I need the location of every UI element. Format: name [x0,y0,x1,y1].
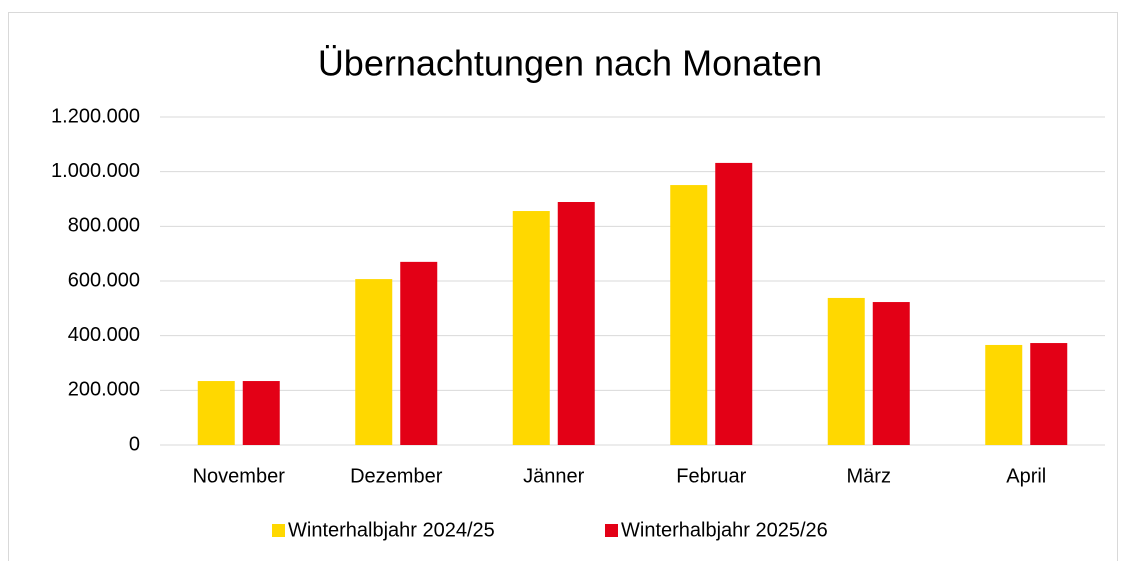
bar [827,297,865,445]
bar [557,202,595,445]
x-tick-label: April [1006,465,1046,487]
x-tick-label: November [193,465,286,487]
bar [715,162,753,446]
y-tick-label: 1.000.000 [51,160,140,182]
y-tick-label: 1.200.000 [51,105,140,127]
y-tick-label: 200.000 [68,379,140,401]
y-tick-label: 0 [129,433,140,455]
x-tick-label: März [847,465,891,487]
x-tick-label: Jänner [523,465,584,487]
bar [400,261,438,445]
x-tick-label: Februar [676,465,746,487]
legend-swatch [272,524,285,537]
y-tick-label: 400.000 [68,324,140,346]
bar [512,211,550,445]
chart-title: Übernachtungen nach Monaten [318,43,822,84]
bar [355,279,393,445]
legend-swatch [605,524,618,537]
bar [1030,343,1068,445]
y-tick-label: 600.000 [68,269,140,291]
legend-label: Winterhalbjahr 2024/25 [288,519,495,541]
y-tick-label: 800.000 [68,215,140,237]
bar [197,381,235,445]
bar [670,185,708,445]
legend-label: Winterhalbjahr 2025/26 [621,519,828,541]
bar [242,381,280,445]
bar [872,302,910,445]
bar [985,344,1023,445]
x-tick-label: Dezember [350,465,443,487]
